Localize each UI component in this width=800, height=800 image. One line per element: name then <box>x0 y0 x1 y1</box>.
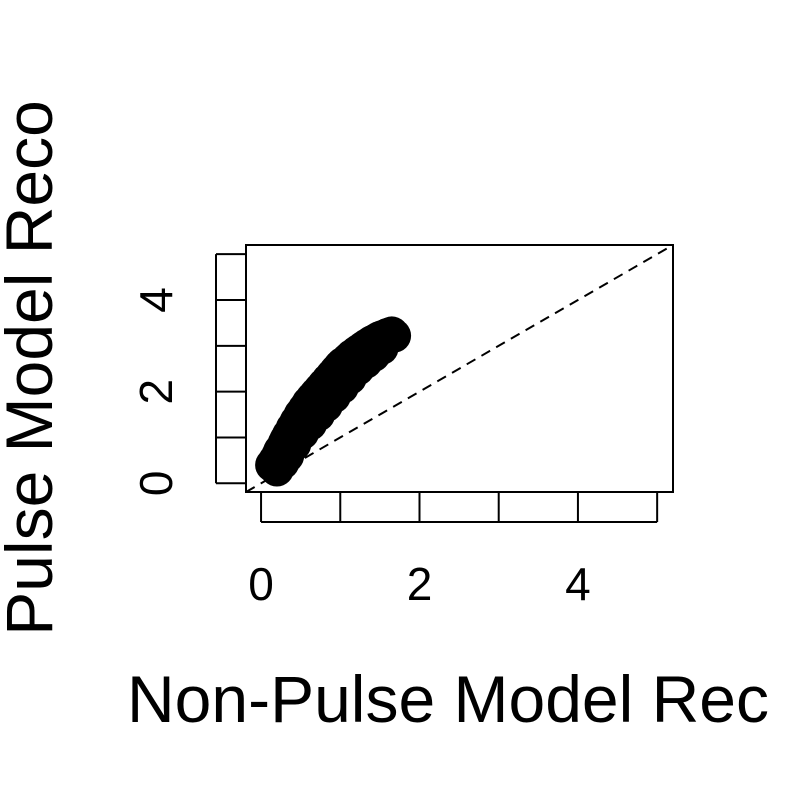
data-point <box>377 318 412 353</box>
x-tick-label: 0 <box>248 558 274 610</box>
x-tick-label: 2 <box>407 558 433 610</box>
plot-frame <box>245 244 674 493</box>
y-axis: 0 2 4 <box>130 253 246 496</box>
points-layer <box>255 316 412 487</box>
y-axis-label: Pulse Model Reco <box>0 100 66 636</box>
y-tick-label: 0 <box>130 470 182 496</box>
x-tick-label: 4 <box>565 558 591 610</box>
x-axis: 0 2 4 <box>248 492 659 610</box>
y-tick-label: 2 <box>130 379 182 405</box>
x-axis-label: Non-Pulse Model Rec <box>127 662 769 736</box>
reference-line <box>245 244 674 493</box>
y-tick-label: 4 <box>130 287 182 313</box>
